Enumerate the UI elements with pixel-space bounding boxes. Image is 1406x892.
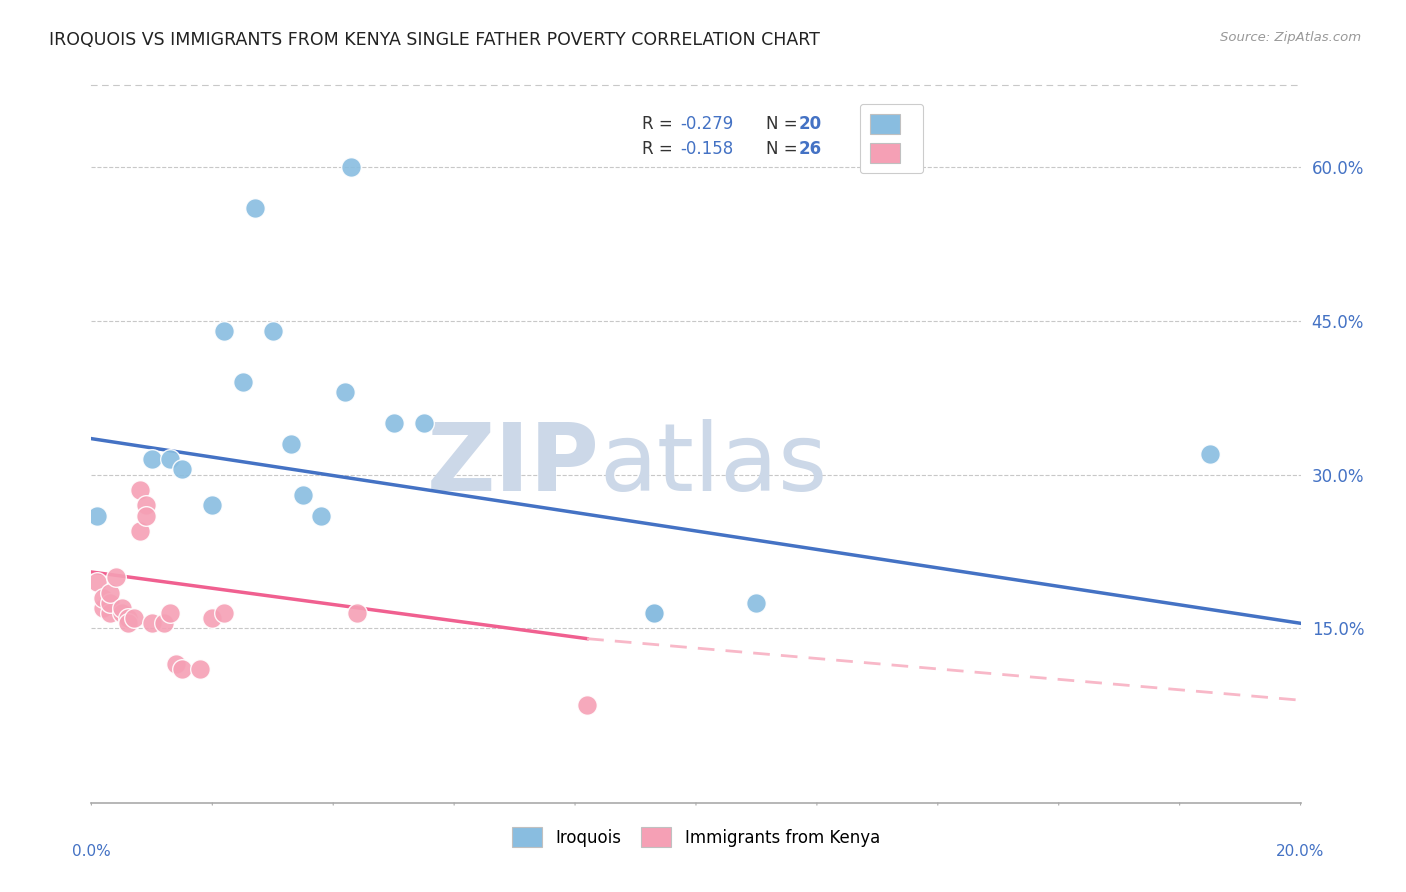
- Point: [262, 324, 284, 338]
- Point: [280, 436, 302, 450]
- Point: [93, 601, 115, 615]
- Text: atlas: atlas: [599, 419, 828, 511]
- Text: -0.158: -0.158: [681, 140, 734, 159]
- Point: [214, 324, 236, 338]
- Point: [172, 462, 194, 476]
- Text: Source: ZipAtlas.com: Source: ZipAtlas.com: [1220, 31, 1361, 45]
- Point: [172, 662, 194, 677]
- Point: [382, 416, 405, 431]
- Point: [111, 601, 132, 615]
- Text: N =: N =: [766, 114, 803, 133]
- Point: [141, 616, 163, 631]
- Point: [117, 616, 139, 631]
- Point: [335, 385, 357, 400]
- Text: 0.0%: 0.0%: [72, 844, 111, 859]
- Point: [188, 662, 211, 677]
- Point: [122, 611, 145, 625]
- Point: [159, 606, 181, 620]
- Point: [104, 570, 127, 584]
- Point: [214, 606, 236, 620]
- Point: [643, 606, 665, 620]
- Text: 20: 20: [799, 114, 823, 133]
- Point: [201, 498, 224, 512]
- Point: [117, 611, 139, 625]
- Point: [243, 201, 266, 215]
- Point: [643, 606, 665, 620]
- Point: [98, 585, 121, 599]
- Point: [128, 483, 150, 497]
- Text: R =: R =: [641, 140, 678, 159]
- Point: [292, 488, 315, 502]
- Point: [98, 606, 121, 620]
- Point: [576, 698, 599, 713]
- Text: -0.279: -0.279: [681, 114, 734, 133]
- Point: [309, 508, 332, 523]
- Point: [340, 160, 363, 174]
- Text: 26: 26: [799, 140, 823, 159]
- Point: [159, 452, 181, 467]
- Text: 20.0%: 20.0%: [1277, 844, 1324, 859]
- Point: [231, 375, 253, 389]
- Point: [135, 508, 157, 523]
- Point: [141, 452, 163, 467]
- Text: ZIP: ZIP: [426, 419, 599, 511]
- Point: [128, 524, 150, 538]
- Legend: Iroquois, Immigrants from Kenya: Iroquois, Immigrants from Kenya: [503, 819, 889, 855]
- Point: [135, 498, 157, 512]
- Point: [1198, 447, 1220, 461]
- Point: [745, 596, 768, 610]
- Point: [86, 508, 108, 523]
- Point: [93, 591, 115, 605]
- Text: N =: N =: [766, 140, 803, 159]
- Point: [153, 616, 176, 631]
- Point: [413, 416, 436, 431]
- Point: [98, 596, 121, 610]
- Point: [201, 611, 224, 625]
- Point: [86, 575, 108, 590]
- Text: IROQUOIS VS IMMIGRANTS FROM KENYA SINGLE FATHER POVERTY CORRELATION CHART: IROQUOIS VS IMMIGRANTS FROM KENYA SINGLE…: [49, 31, 820, 49]
- Text: R =: R =: [641, 114, 678, 133]
- Point: [111, 606, 132, 620]
- Point: [346, 606, 368, 620]
- Point: [165, 657, 187, 672]
